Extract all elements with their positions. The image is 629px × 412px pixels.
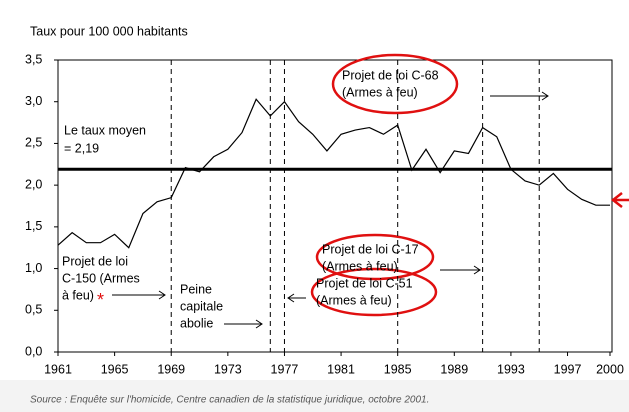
x-tick-label: 1985 bbox=[384, 362, 412, 376]
annotation: Projet de loi bbox=[62, 254, 128, 268]
chart-title: Taux pour 100 000 habitants bbox=[30, 24, 188, 38]
x-tick-label: 2000 bbox=[596, 362, 624, 376]
highlight-ellipse bbox=[331, 53, 459, 115]
annotation: à feu) bbox=[62, 288, 94, 302]
highlights bbox=[310, 53, 629, 317]
annotation: Projet de loi C-17 bbox=[322, 242, 419, 256]
arrow-head bbox=[473, 265, 481, 275]
x-tick-label: 1977 bbox=[271, 362, 299, 376]
arrow-head bbox=[541, 91, 549, 101]
y-tick-label: 2,0 bbox=[25, 177, 42, 191]
annotation: Projet de loi C-68 bbox=[342, 68, 439, 82]
x-tick-label: 1993 bbox=[497, 362, 525, 376]
annotation: (Armes à feu) bbox=[322, 259, 398, 273]
source: Source : Enquête sur l'homicide, Centre … bbox=[30, 395, 429, 406]
y-tick-label: 0,5 bbox=[25, 303, 42, 317]
annotation: abolie bbox=[180, 316, 213, 330]
x-tick-label: 1961 bbox=[44, 362, 72, 376]
plot-frame bbox=[57, 59, 613, 353]
y-tick-label: 1,0 bbox=[25, 261, 42, 275]
y-tick-label: 3,5 bbox=[25, 52, 42, 66]
source-band bbox=[0, 380, 629, 412]
highlight-ellipse bbox=[310, 267, 438, 317]
asterisk: * bbox=[97, 290, 104, 310]
y-tick-label: 0,0 bbox=[25, 344, 42, 358]
annotation: Peine bbox=[180, 282, 212, 296]
y-tick-label: 2,5 bbox=[25, 136, 42, 150]
average-label: Le taux moyen bbox=[64, 123, 146, 137]
average-label: = 2,19 bbox=[64, 141, 99, 155]
x-tick-label: 1981 bbox=[327, 362, 355, 376]
y-tick-label: 1,5 bbox=[25, 219, 42, 233]
x-tick-label: 1989 bbox=[440, 362, 468, 376]
data-line bbox=[57, 98, 610, 249]
arrows bbox=[112, 91, 549, 329]
arrow-head bbox=[255, 319, 263, 329]
x-tick-label: 1997 bbox=[554, 362, 582, 376]
highlight-ellipse bbox=[315, 233, 435, 281]
annotation: (Armes à feu) bbox=[342, 85, 418, 99]
annotation: Projet de loi C-51 bbox=[316, 276, 413, 290]
annotation: C-150 (Armes bbox=[62, 271, 140, 285]
pointer-arrow bbox=[610, 192, 629, 208]
annotation: capitale bbox=[180, 299, 223, 313]
x-tick-label: 1973 bbox=[214, 362, 242, 376]
x-tick-label: 1965 bbox=[101, 362, 129, 376]
arrow-head bbox=[158, 290, 166, 300]
x-tick-label: 1969 bbox=[157, 362, 185, 376]
y-tick-label: 3,0 bbox=[25, 94, 42, 108]
arrow-head bbox=[287, 293, 295, 303]
annotation: (Armes à feu) bbox=[316, 293, 392, 307]
